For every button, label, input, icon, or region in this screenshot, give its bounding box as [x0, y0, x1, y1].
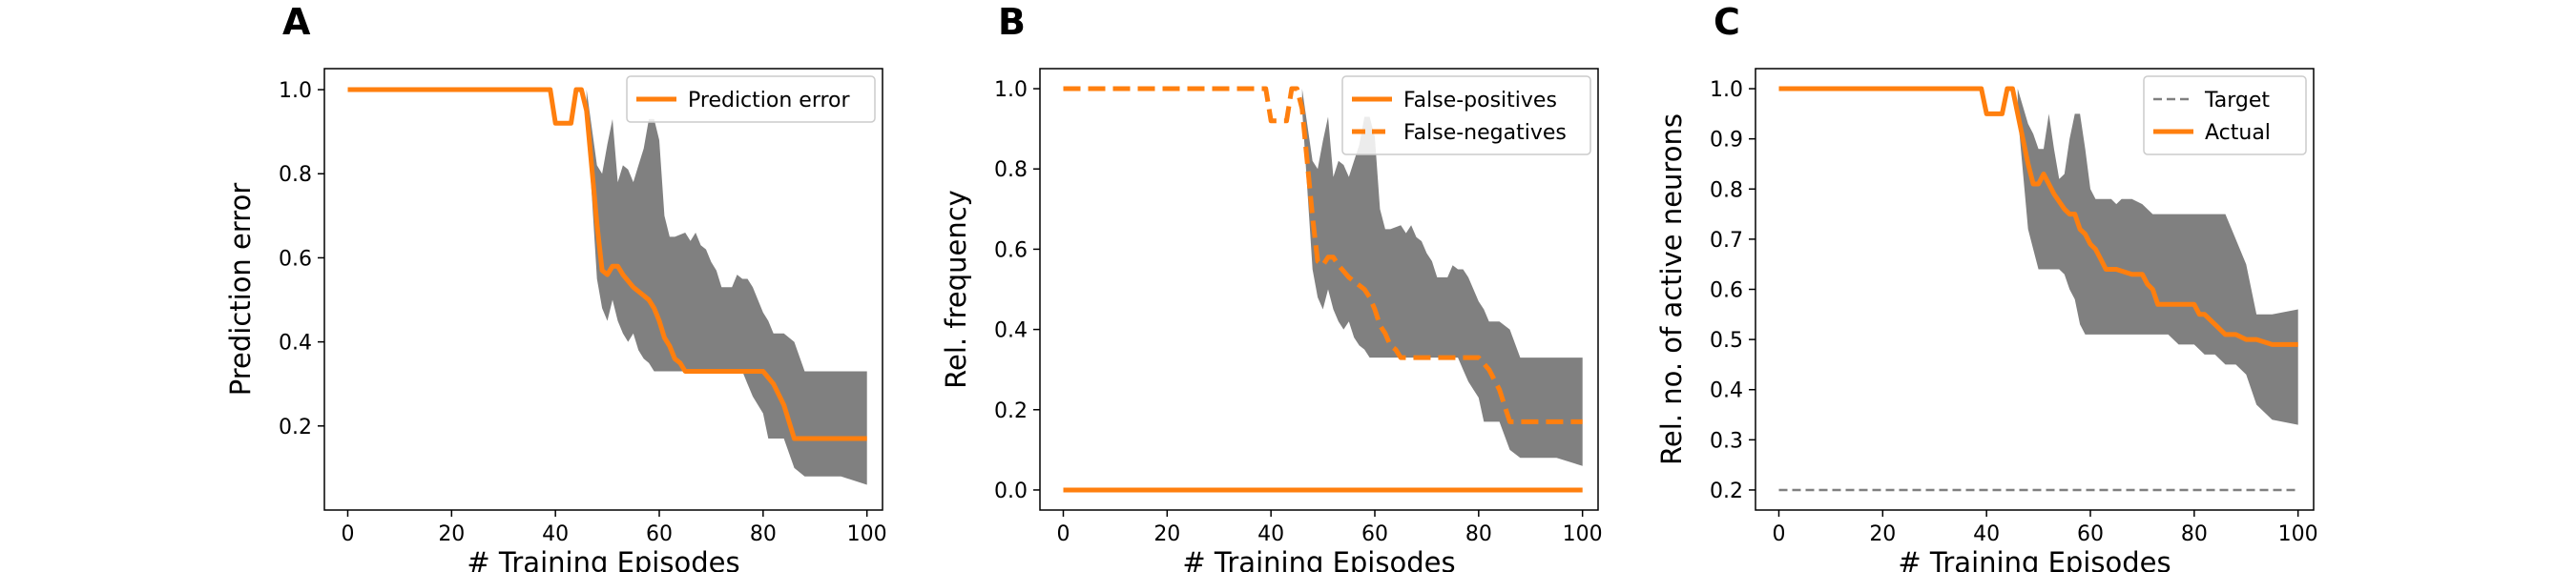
y-tick-label: 0.4	[994, 319, 1028, 343]
x-tick-label: 80	[2181, 522, 2208, 546]
y-tick-label: 0.6	[994, 238, 1028, 262]
std-band	[586, 90, 867, 485]
x-tick-label: 0	[1056, 522, 1070, 546]
series-line-false-negatives	[1063, 86, 1583, 424]
legend-box	[1341, 75, 1591, 155]
y-tick-label: 1.0	[994, 78, 1028, 102]
x-tick-label: 20	[1869, 522, 1896, 546]
x-tick-label: 40	[542, 522, 569, 546]
legend-box	[2143, 75, 2307, 155]
std-band	[1301, 89, 1583, 466]
series-line-prediction-error	[347, 87, 867, 441]
panel-letter: C	[1714, 1, 1740, 43]
y-tick-label: 1.0	[1710, 78, 1743, 102]
legend: Target Actual	[2143, 75, 2307, 155]
x-tick-label: 60	[646, 522, 673, 546]
x-tick-label: 0	[341, 522, 354, 546]
y-tick-label: 0.2	[994, 399, 1028, 423]
panel-letter: A	[282, 1, 311, 43]
y-tick-label: 0.7	[1710, 229, 1743, 253]
y-tick-label: 0.6	[1710, 279, 1743, 303]
y-axis-label: Rel. frequency	[940, 190, 972, 389]
legend-label: Target	[2204, 89, 2270, 112]
x-tick-label: 100	[2278, 522, 2318, 546]
y-tick-label: 1.0	[279, 79, 312, 103]
x-tick-label: 100	[847, 522, 887, 546]
x-tick-label: 40	[1257, 522, 1284, 546]
panel-a: A 0 20 40 60 80 100 0.2 0.4 0.6 0.8 1.0 # Training E…	[224, 1, 887, 572]
y-tick-label: 0.0	[994, 480, 1028, 503]
y-tick-label: 0.2	[1710, 480, 1743, 503]
std-band	[2017, 89, 2298, 425]
legend: False-positives False-negatives	[1341, 75, 1591, 155]
y-tick-label: 0.4	[279, 332, 312, 356]
legend-label: False-positives	[1403, 89, 1557, 112]
series-line-actual	[1778, 86, 2298, 347]
y-tick-label: 0.4	[1710, 379, 1743, 403]
panel-letter: B	[998, 1, 1026, 43]
y-tick-label: 0.9	[1710, 129, 1743, 153]
y-tick-label: 0.2	[279, 416, 312, 439]
panel-b: B 0 20 40 60 80 100 0.0 0.2 0.4 0.6 0.8 1.0 # Trainin…	[940, 1, 1603, 572]
y-tick-label: 0.8	[1710, 178, 1743, 202]
x-tick-label: 60	[2077, 522, 2104, 546]
x-tick-label: 80	[1465, 522, 1492, 546]
x-tick-label: 100	[1563, 522, 1603, 546]
x-tick-label: 20	[1153, 522, 1180, 546]
x-axis-label: # Training Episodes	[467, 546, 739, 572]
x-tick-label: 80	[750, 522, 777, 546]
axes-frame	[1039, 68, 1599, 511]
x-tick-label: 20	[438, 522, 465, 546]
y-axis-label: Rel. no. of active neurons	[1655, 113, 1688, 465]
x-axis-label: # Training Episodes	[1898, 546, 2171, 572]
legend: Prediction error	[626, 75, 876, 123]
y-tick-label: 0.5	[1710, 329, 1743, 353]
y-tick-label: 0.8	[279, 163, 312, 187]
panel-c: C 0 20 40 60 80 100 0.2 0.3 0.4 0.5 0.6 0.7 0.8 0.9 1.0…	[1655, 1, 2318, 572]
x-tick-label: 0	[1772, 522, 1785, 546]
legend-label: False-negatives	[1403, 121, 1567, 145]
x-tick-label: 40	[1973, 522, 2000, 546]
y-tick-label: 0.6	[279, 247, 312, 271]
x-axis-label: # Training Episodes	[1182, 546, 1455, 572]
y-tick-label: 0.3	[1710, 429, 1743, 453]
legend-label: Prediction error	[688, 89, 850, 112]
x-tick-label: 60	[1361, 522, 1388, 546]
legend-box	[626, 75, 876, 123]
axes-frame	[323, 68, 883, 511]
y-tick-label: 0.8	[994, 158, 1028, 182]
legend-label: Actual	[2205, 121, 2271, 145]
y-axis-label: Prediction error	[224, 183, 257, 397]
